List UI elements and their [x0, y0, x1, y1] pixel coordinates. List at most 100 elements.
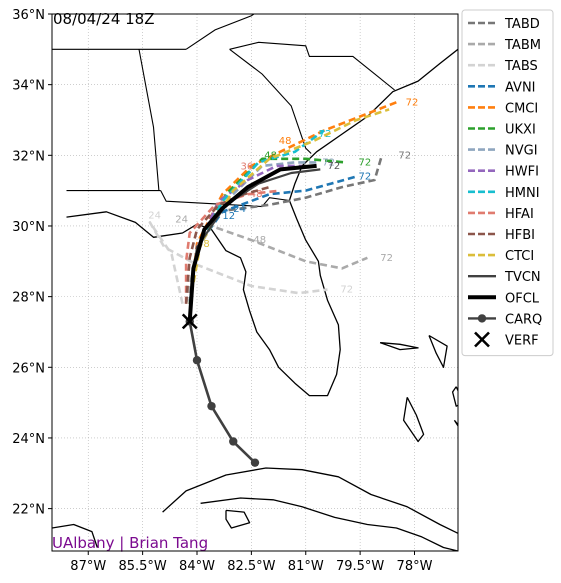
- y-tick-label: 36°N: [12, 8, 45, 23]
- coastline-abaco: [428, 334, 448, 368]
- legend-marker: [477, 314, 487, 323]
- legend-label: HFBI: [505, 228, 535, 243]
- legend-item-cmci: CMCI: [468, 101, 538, 116]
- track-label-avni: 72: [359, 172, 372, 183]
- legend-label: TABS: [504, 59, 538, 74]
- forecast-hour-label: 24: [175, 214, 188, 225]
- track-label-tabd: 72: [398, 150, 411, 161]
- legend-label: VERF: [505, 334, 539, 349]
- legend-label: HMNI: [505, 186, 540, 201]
- y-tick-label: 28°N: [12, 291, 45, 306]
- track-label-ukxi: 72: [359, 157, 372, 168]
- legend-item-tvcn: TVCN: [468, 270, 541, 285]
- coastline-andros: [402, 397, 425, 443]
- legend-label: TABM: [504, 38, 541, 53]
- legend-item-hfai: HFAI: [468, 207, 534, 222]
- legend-item-avni: AVNI: [468, 80, 536, 95]
- x-tick-label: 85.5°W: [118, 559, 166, 574]
- legend-label: HFAI: [505, 207, 534, 222]
- track-tabm: [184, 224, 368, 304]
- track-hfai: [184, 189, 281, 304]
- coastline-grand-bahama: [379, 341, 419, 351]
- legend-label: CMCI: [505, 101, 538, 116]
- x-tick-label: 82.5°W: [227, 559, 275, 574]
- track-label-tabm: 48: [253, 235, 266, 246]
- legend-label: CTCI: [505, 249, 534, 264]
- legend-item-hmni: HMNI: [468, 186, 540, 201]
- legend-item-hfbi: HFBI: [468, 228, 535, 243]
- track-avni: [188, 175, 357, 304]
- legend-label: TVCN: [504, 270, 541, 285]
- coastline-eleuthera: [451, 386, 458, 407]
- legend-item-hwfi: HWFI: [468, 165, 539, 180]
- y-tick-label: 34°N: [12, 79, 45, 94]
- carq-point: [207, 401, 216, 411]
- forecast-hour-label: 24: [233, 204, 246, 215]
- y-tick-label: 24°N: [12, 432, 45, 447]
- verf-marker: [181, 313, 198, 330]
- x-tick-label: 84°W: [179, 559, 215, 574]
- track-label-tabs: 72: [340, 285, 353, 296]
- carq-line: [188, 321, 256, 464]
- coastline-isle-of-youth: [225, 509, 251, 529]
- y-tick-label: 26°N: [12, 361, 45, 376]
- forecast-hour-label: 36: [241, 161, 254, 172]
- track-carq: [185, 317, 260, 467]
- track-label-tabm: 72: [380, 253, 393, 264]
- track-label-nvgi: 72: [322, 157, 335, 168]
- legend-label: NVGI: [505, 144, 538, 159]
- legend-label: OFCL: [505, 291, 540, 306]
- coastline-yucatan: [52, 523, 98, 548]
- y-tick-label: 22°N: [12, 503, 45, 518]
- forecast-hour-label: 12: [222, 211, 235, 222]
- x-tick-label: 81°W: [288, 559, 324, 574]
- legend-item-carq: CARQ: [468, 312, 542, 327]
- border-ga-sc: [229, 48, 312, 154]
- track-hfbi: [184, 185, 270, 304]
- x-tick-label: 87°W: [70, 559, 106, 574]
- track-ofcl: 72: [187, 161, 341, 322]
- forecast-hour-label: 48: [197, 239, 210, 250]
- ofcl-line: [187, 163, 317, 322]
- y-tick-label: 30°N: [12, 220, 45, 235]
- border-al-ga: [138, 49, 160, 191]
- date-label: 08/04/24 18Z: [53, 10, 155, 28]
- legend-item-tabm: TABM: [468, 38, 541, 53]
- legend-label: UKXI: [505, 123, 536, 138]
- legend-item-ukxi: UKXI: [468, 123, 536, 138]
- carq-point: [229, 437, 238, 446]
- border-nc-sc: [229, 41, 395, 91]
- legend-label: CARQ: [505, 312, 542, 327]
- x-tick-label: 79.5°W: [336, 559, 384, 574]
- track-label-tabs: 24: [148, 210, 161, 221]
- track-label-cmci: 72: [406, 97, 419, 108]
- carq-point: [192, 356, 202, 365]
- legend-label: AVNI: [505, 80, 536, 95]
- border-tn-nc: [185, 14, 255, 50]
- legend-label: TABD: [504, 17, 540, 32]
- coastline-cuba: [162, 467, 458, 534]
- geography: [52, 14, 458, 551]
- tick-marks: 87°W 85.5°W 84°W 82.5°W 81°W 79.5°W 78°W 36°N 34…: [12, 8, 432, 574]
- track-label-hfai: 48: [250, 189, 263, 200]
- legend-frame: [461, 9, 554, 357]
- legend-label: HWFI: [505, 165, 539, 180]
- border-ms-al: [52, 49, 53, 66]
- coastline-cuba-south: [200, 497, 458, 551]
- plot-frame: [51, 13, 459, 552]
- legend-item-tabs: TABS: [468, 59, 538, 74]
- legend: TABD TABM TABS AVNI CMCI UKXI NVGI HWFI HMNI HFAI…: [461, 9, 554, 357]
- legend-item-ofcl: OFCL: [468, 291, 540, 306]
- legend-marker: [474, 331, 490, 348]
- legend-item-ctci: CTCI: [468, 249, 534, 264]
- coastline-ga-sc-nc-coast: [288, 48, 458, 201]
- coastline-florida: [66, 200, 341, 397]
- track-tabs: [148, 221, 328, 304]
- y-tick-label: 32°N: [12, 149, 45, 164]
- ofcl-label: 72: [328, 161, 341, 172]
- legend-item-nvgi: NVGI: [468, 144, 538, 159]
- credit-label: UAlbany | Brian Tang: [52, 534, 208, 552]
